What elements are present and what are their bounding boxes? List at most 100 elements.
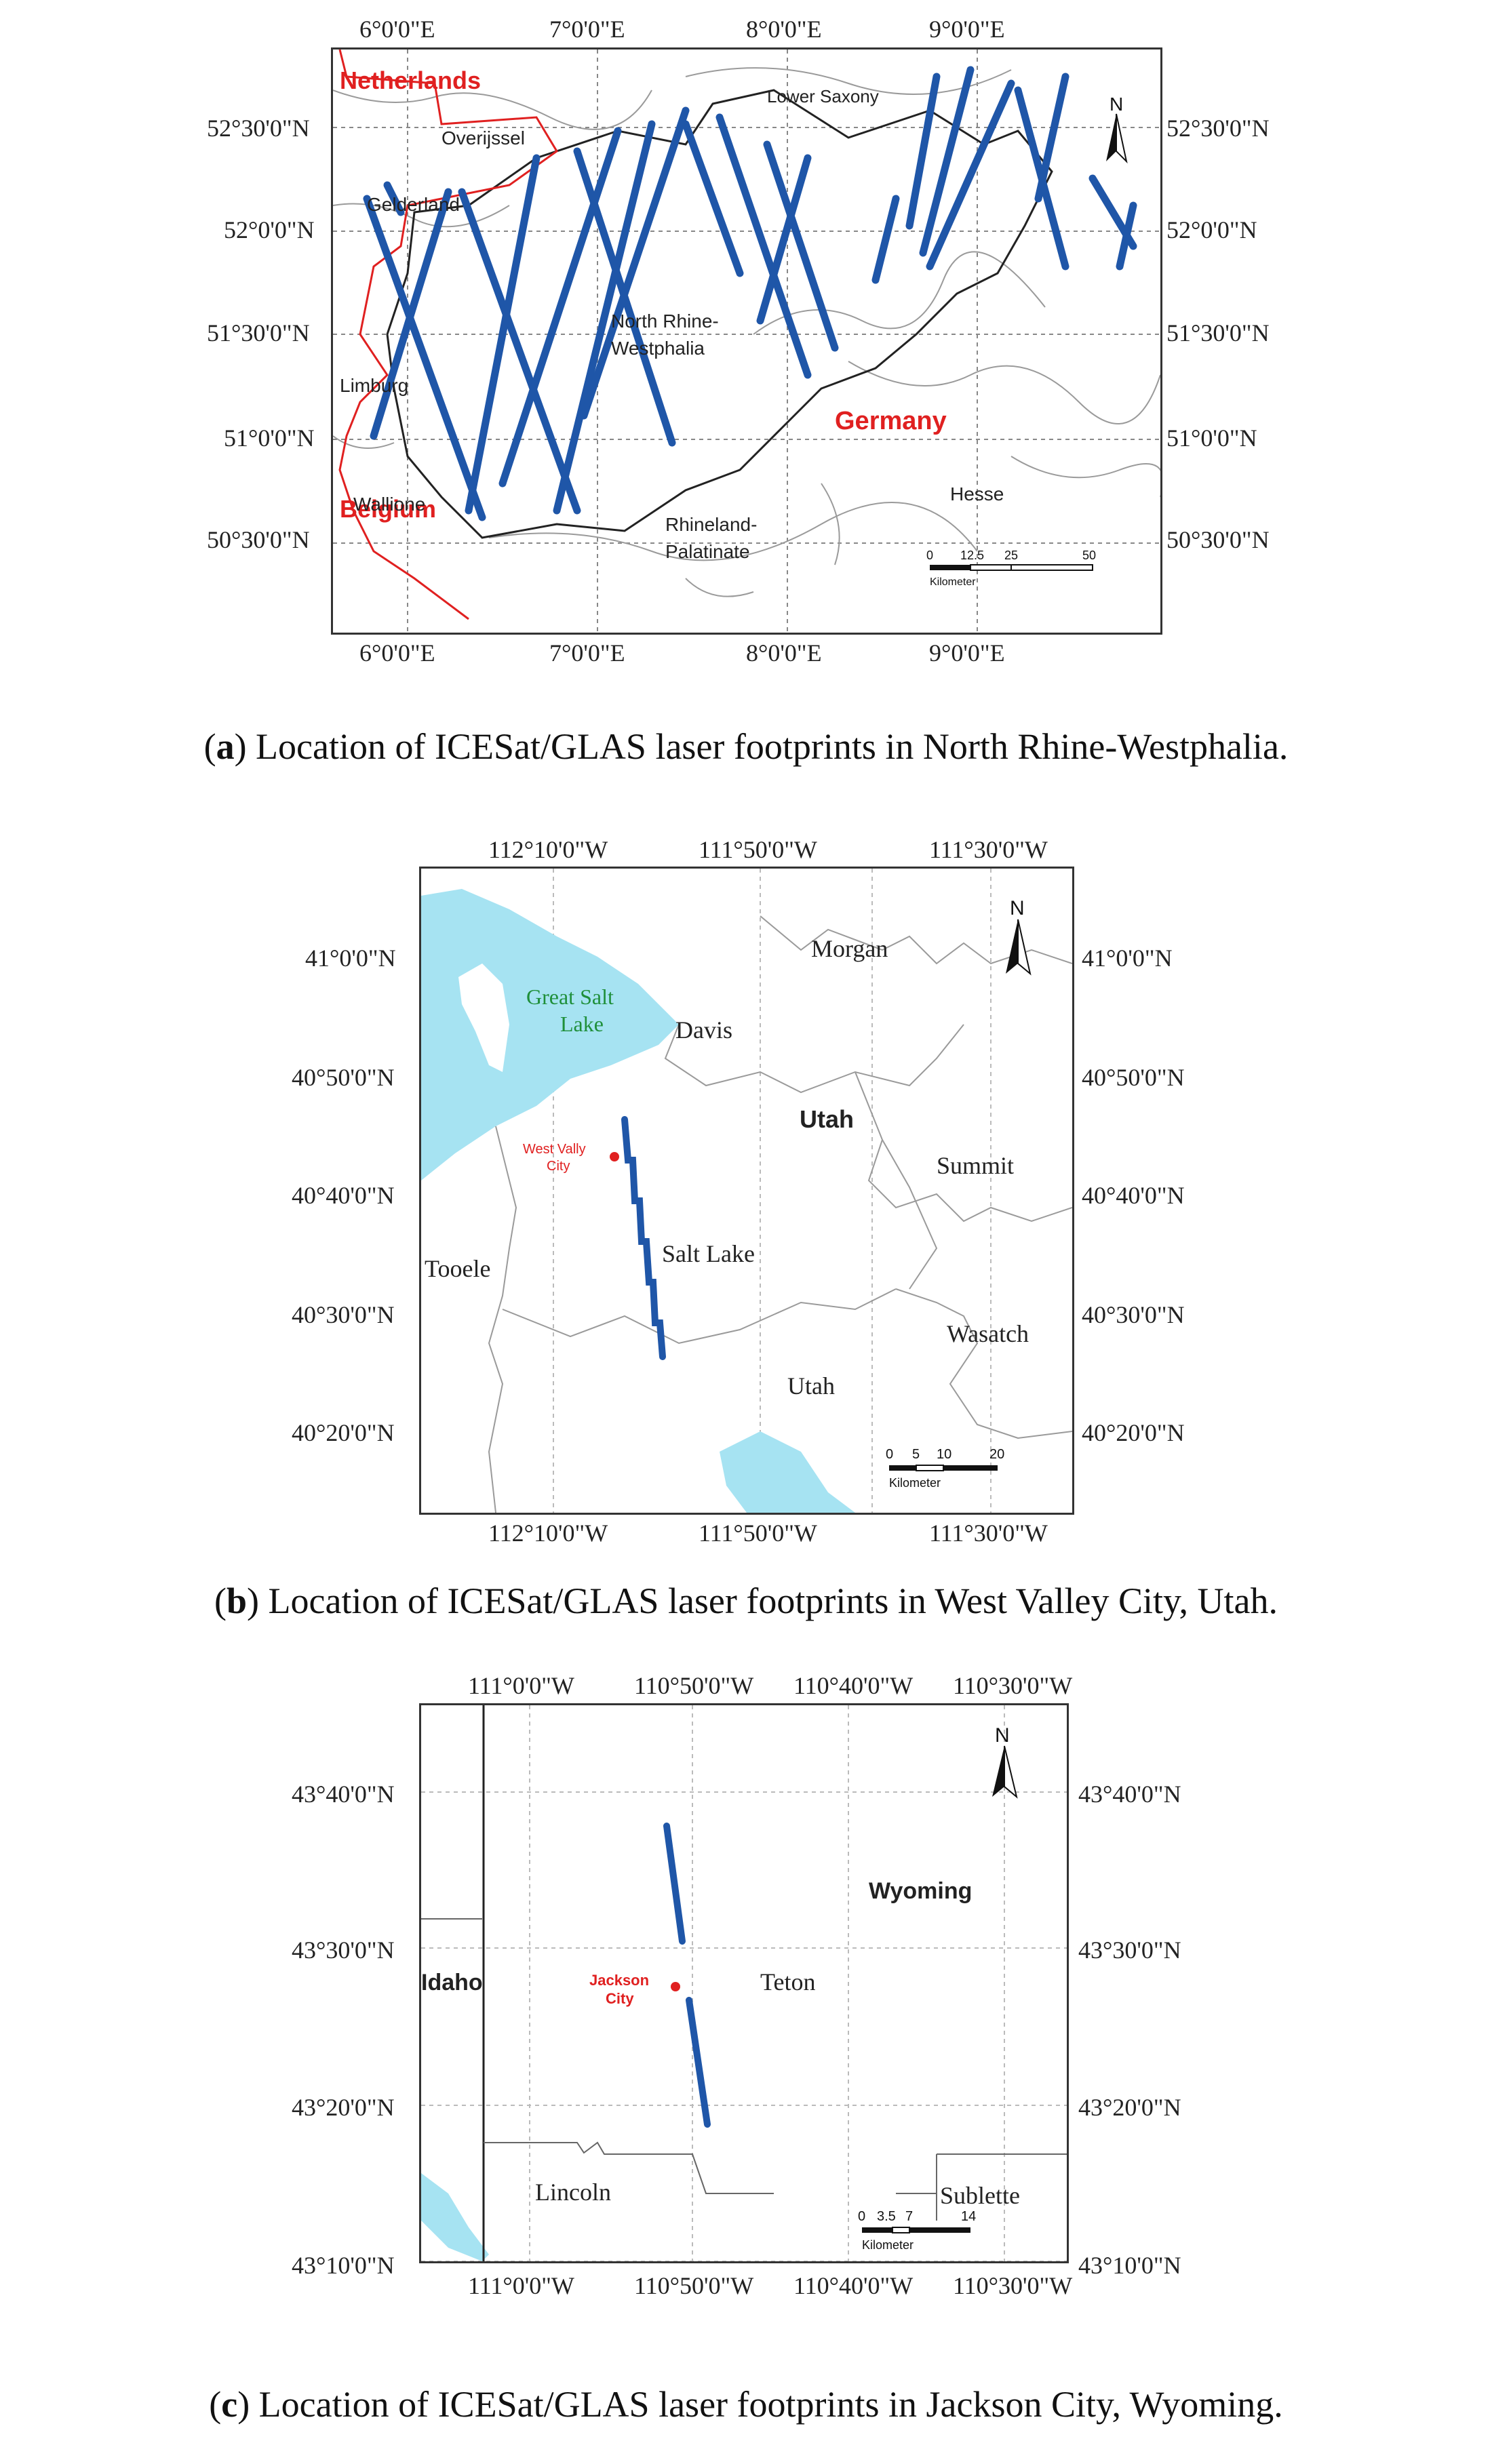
bottom-tick: 110°30'0"W — [953, 2272, 1073, 2299]
caption-letter: b — [227, 1581, 248, 1621]
lat-tick-left: 43°40'0"N — [292, 1781, 395, 1808]
lat-tick-right: 43°30'0"N — [1078, 1936, 1181, 1964]
scale-tick: 10 — [937, 1447, 951, 1462]
region-label: Lower Saxony — [767, 86, 879, 106]
region-label: Lincoln — [535, 2179, 611, 2206]
lake-label: Great Salt — [526, 985, 614, 1009]
region-label: North Rhine- — [611, 311, 719, 332]
north-label: N — [1010, 897, 1025, 919]
lat-tick-left: 43°30'0"N — [292, 1936, 395, 1964]
lat-tick-right: 43°40'0"N — [1078, 1781, 1181, 1808]
scale-tick: 0 — [926, 549, 933, 562]
lake-label: Lake — [560, 1012, 604, 1036]
scale-tick: 5 — [912, 1447, 920, 1462]
country-label: Belgium — [340, 495, 436, 523]
lat-tick-right: 50°30'0"N — [1166, 526, 1270, 553]
scale-bar: 0 12.5 25 50 Kilometer — [926, 549, 1096, 588]
lat-tick-left: 52°0'0"N — [224, 216, 315, 243]
lat-tick-right: 43°20'0"N — [1078, 2094, 1181, 2121]
bottom-tick: 111°0'0"W — [468, 2272, 574, 2299]
top-tick: 6°0'0"E — [359, 16, 435, 43]
scale-bar: 0 5 10 20 Kilometer — [886, 1447, 1004, 1490]
north-arrow-icon: N — [1106, 94, 1128, 164]
top-tick: 111°50'0"W — [699, 836, 817, 863]
north-label: N — [995, 1724, 1010, 1747]
bottom-tick: 7°0'0"E — [549, 639, 625, 667]
scale-tick: 12.5 — [960, 549, 984, 562]
caption-text: ) Location of ICESat/GLAS laser footprin… — [237, 2384, 1283, 2425]
north-label: N — [1110, 94, 1123, 115]
north-arrow-icon: N — [1006, 897, 1032, 976]
lat-tick-right: 52°0'0"N — [1166, 216, 1257, 243]
country-label: Germany — [835, 407, 947, 435]
city-label: West Vally — [523, 1142, 586, 1157]
region-label: Limburg — [340, 375, 408, 396]
scale-unit: Kilometer — [889, 1476, 941, 1490]
region-label: Palatinate — [665, 541, 750, 562]
lat-tick-left: 43°10'0"N — [292, 2252, 395, 2279]
city-marker — [610, 1152, 619, 1161]
caption-paren: ( — [203, 726, 216, 767]
bottom-tick: 111°30'0"W — [929, 1519, 1048, 1547]
lat-tick-left: 40°50'0"N — [292, 1064, 395, 1091]
lat-tick-left: 50°30'0"N — [207, 526, 310, 553]
bottom-tick: 110°50'0"W — [634, 2272, 754, 2299]
bottom-tick: 8°0'0"E — [746, 639, 822, 667]
lat-tick-left: 52°30'0"N — [207, 115, 310, 142]
scale-tick: 0 — [886, 1447, 893, 1462]
top-tick: 7°0'0"E — [549, 16, 625, 43]
map-a-canvas: Netherlands Germany Belgium Lower Saxony… — [333, 49, 1160, 633]
top-tick: 110°40'0"W — [793, 1672, 914, 1699]
region-label: Wallione — [353, 494, 425, 515]
lat-tick-right: 40°30'0"N — [1082, 1301, 1185, 1328]
region-label: Overijssel — [441, 127, 525, 148]
region-label: Morgan — [811, 935, 888, 962]
region-label: Wasatch — [947, 1320, 1029, 1347]
top-tick: 111°0'0"W — [468, 1672, 574, 1699]
region-label: Gelderland — [367, 194, 460, 215]
scale-tick: 7 — [905, 2209, 913, 2224]
north-arrow-icon: N — [992, 1724, 1018, 1799]
nrw-boundary — [386, 89, 1053, 539]
lat-tick-right: 40°20'0"N — [1082, 1419, 1185, 1446]
country-label: Netherlands — [340, 66, 481, 94]
top-tick: 9°0'0"E — [929, 16, 1005, 43]
caption-paren: ( — [214, 1581, 227, 1621]
lat-tick-right: 51°0'0"N — [1166, 424, 1257, 452]
region-label: Utah — [787, 1372, 835, 1399]
lat-tick-right: 43°10'0"N — [1078, 2252, 1181, 2279]
scale-tick: 14 — [961, 2209, 976, 2224]
satellite-track — [621, 1116, 666, 1360]
top-tick: 112°10'0"W — [488, 836, 608, 863]
scale-bar: 0 3.5 7 14 Kilometer — [858, 2209, 976, 2252]
scale-tick: 0 — [858, 2209, 865, 2224]
region-label: Teton — [760, 1968, 815, 1995]
satellite-tracks — [363, 66, 1137, 521]
bottom-tick: 110°40'0"W — [793, 2272, 914, 2299]
lat-tick-left: 41°0'0"N — [305, 945, 396, 972]
top-tick: 110°50'0"W — [634, 1672, 754, 1699]
lat-tick-left: 40°20'0"N — [292, 1419, 395, 1446]
bottom-tick: 112°10'0"W — [488, 1519, 608, 1547]
great-salt-lake — [421, 889, 679, 1180]
scale-tick: 50 — [1082, 549, 1096, 562]
island — [458, 963, 509, 1072]
lat-tick-right: 40°40'0"N — [1082, 1182, 1185, 1209]
lat-tick-right: 41°0'0"N — [1082, 945, 1173, 972]
bottom-tick: 9°0'0"E — [929, 639, 1005, 667]
caption-a: (a) Location of ICESat/GLAS laser footpr… — [0, 726, 1492, 768]
region-label: Tooele — [425, 1255, 490, 1282]
lat-tick-right: 40°50'0"N — [1082, 1064, 1185, 1091]
map-frame-a: Netherlands Germany Belgium Lower Saxony… — [331, 47, 1162, 635]
scale-tick: 20 — [989, 1447, 1004, 1462]
lat-tick-left: 40°40'0"N — [292, 1182, 395, 1209]
map-frame-c: Wyoming Idaho Teton Lincoln Sublette Jac… — [419, 1703, 1069, 2263]
caption-paren: ( — [209, 2384, 222, 2425]
region-label: Utah — [800, 1105, 854, 1133]
map-b-canvas: Great Salt Lake West Vally City Morgan D… — [421, 869, 1072, 1513]
caption-b: (b) Location of ICESat/GLAS laser footpr… — [0, 1580, 1492, 1622]
city-label: City — [606, 1990, 634, 2007]
satellite-tracks — [663, 1823, 711, 2128]
city-label: City — [547, 1159, 570, 1174]
caption-letter: c — [221, 2384, 238, 2425]
